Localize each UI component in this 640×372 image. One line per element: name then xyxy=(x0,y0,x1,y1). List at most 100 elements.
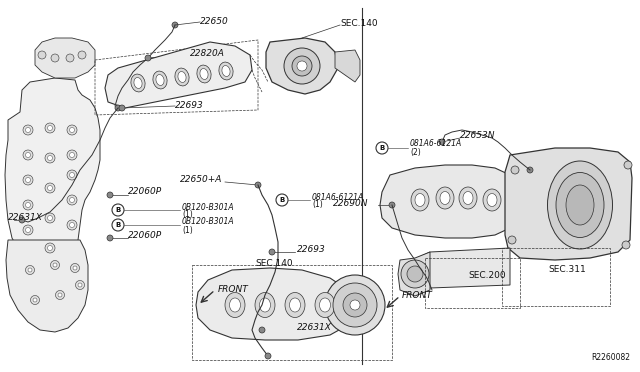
Circle shape xyxy=(276,194,288,206)
Ellipse shape xyxy=(315,292,335,317)
Ellipse shape xyxy=(153,71,167,89)
Ellipse shape xyxy=(483,189,501,211)
Text: SEC.140: SEC.140 xyxy=(340,19,378,29)
Circle shape xyxy=(26,153,31,157)
Text: 22650: 22650 xyxy=(200,17,228,26)
Text: B: B xyxy=(380,145,385,151)
Circle shape xyxy=(45,123,55,133)
Circle shape xyxy=(145,55,151,61)
Circle shape xyxy=(47,155,52,160)
Polygon shape xyxy=(196,268,352,340)
Text: SEC.200: SEC.200 xyxy=(468,270,506,279)
Circle shape xyxy=(23,150,33,160)
Ellipse shape xyxy=(566,185,594,225)
Text: (1): (1) xyxy=(182,211,193,219)
Circle shape xyxy=(325,275,385,335)
Ellipse shape xyxy=(415,193,425,206)
Circle shape xyxy=(70,222,74,228)
Circle shape xyxy=(376,142,388,154)
Circle shape xyxy=(28,268,32,272)
Circle shape xyxy=(47,246,52,250)
Circle shape xyxy=(172,22,178,28)
Circle shape xyxy=(45,183,55,193)
Ellipse shape xyxy=(178,71,186,83)
Circle shape xyxy=(333,283,377,327)
Polygon shape xyxy=(398,252,430,296)
Circle shape xyxy=(26,266,35,275)
Circle shape xyxy=(622,241,630,249)
Ellipse shape xyxy=(436,187,454,209)
Polygon shape xyxy=(335,50,360,82)
Circle shape xyxy=(115,105,121,111)
Ellipse shape xyxy=(319,298,330,312)
Circle shape xyxy=(350,300,360,310)
Circle shape xyxy=(45,213,55,223)
Circle shape xyxy=(70,173,74,177)
Polygon shape xyxy=(6,240,88,332)
Text: 22060P: 22060P xyxy=(128,231,162,240)
Circle shape xyxy=(70,153,74,157)
Circle shape xyxy=(70,198,74,202)
Circle shape xyxy=(67,195,77,205)
Circle shape xyxy=(56,291,65,299)
Text: 22653N: 22653N xyxy=(460,131,495,141)
Polygon shape xyxy=(505,148,632,260)
Circle shape xyxy=(112,219,124,231)
Circle shape xyxy=(76,280,84,289)
Ellipse shape xyxy=(222,65,230,76)
Circle shape xyxy=(343,293,367,317)
Polygon shape xyxy=(105,42,252,108)
Ellipse shape xyxy=(197,65,211,83)
Circle shape xyxy=(70,128,74,132)
Circle shape xyxy=(624,161,632,169)
Circle shape xyxy=(47,186,52,190)
Text: B: B xyxy=(115,207,120,213)
Circle shape xyxy=(51,54,59,62)
Text: 22820A: 22820A xyxy=(190,49,225,58)
Ellipse shape xyxy=(219,62,233,80)
Circle shape xyxy=(297,61,307,71)
Circle shape xyxy=(78,283,82,287)
Circle shape xyxy=(45,243,55,253)
Circle shape xyxy=(67,150,77,160)
Circle shape xyxy=(439,139,445,145)
Text: 0B120-B301A: 0B120-B301A xyxy=(182,218,235,227)
Text: B: B xyxy=(115,222,120,228)
Polygon shape xyxy=(380,165,520,238)
Circle shape xyxy=(112,204,124,216)
Circle shape xyxy=(67,125,77,135)
Ellipse shape xyxy=(556,173,604,237)
Circle shape xyxy=(26,177,31,183)
Text: 22631X: 22631X xyxy=(8,214,43,222)
Circle shape xyxy=(511,166,519,174)
Polygon shape xyxy=(35,38,95,78)
Text: FRONT: FRONT xyxy=(402,291,433,299)
Circle shape xyxy=(67,170,77,180)
Circle shape xyxy=(70,263,79,273)
Circle shape xyxy=(53,263,57,267)
Circle shape xyxy=(23,175,33,185)
Circle shape xyxy=(119,105,125,111)
Text: 0B120-B301A: 0B120-B301A xyxy=(182,202,235,212)
Circle shape xyxy=(31,295,40,305)
Text: (2): (2) xyxy=(410,148,420,157)
Ellipse shape xyxy=(289,298,301,312)
Text: SEC.311: SEC.311 xyxy=(548,266,586,275)
Polygon shape xyxy=(413,248,510,288)
Circle shape xyxy=(47,215,52,221)
Ellipse shape xyxy=(131,74,145,92)
Circle shape xyxy=(527,167,533,173)
Ellipse shape xyxy=(285,292,305,317)
Text: (1): (1) xyxy=(182,225,193,234)
Circle shape xyxy=(78,51,86,59)
Ellipse shape xyxy=(230,298,241,312)
Ellipse shape xyxy=(463,192,473,205)
Circle shape xyxy=(51,260,60,269)
Circle shape xyxy=(67,220,77,230)
Circle shape xyxy=(265,353,271,359)
Circle shape xyxy=(407,266,423,282)
Circle shape xyxy=(19,217,25,223)
Circle shape xyxy=(23,125,33,135)
Circle shape xyxy=(284,48,320,84)
Text: 081A6-6121A: 081A6-6121A xyxy=(410,140,462,148)
